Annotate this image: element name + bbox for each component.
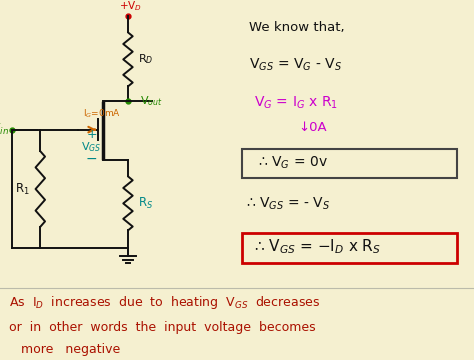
Text: ∴ V$_{GS}$ = −I$_D$ x R$_S$: ∴ V$_{GS}$ = −I$_D$ x R$_S$ xyxy=(254,237,381,256)
Text: R$_D$: R$_D$ xyxy=(138,53,154,66)
Text: V$_{out}$: V$_{out}$ xyxy=(140,94,163,108)
Text: We know that,: We know that, xyxy=(249,21,345,33)
Text: ↓0A: ↓0A xyxy=(299,121,327,134)
Text: R$_S$: R$_S$ xyxy=(138,196,154,211)
Text: or  in  other  words  the  input  voltage  becomes: or in other words the input voltage beco… xyxy=(9,321,316,334)
Text: V$_{GS}$: V$_{GS}$ xyxy=(81,140,102,154)
Text: +: + xyxy=(86,127,97,141)
Text: V$_{GS}$ = V$_G$ - V$_S$: V$_{GS}$ = V$_G$ - V$_S$ xyxy=(249,57,342,73)
Text: V$_G$ = I$_G$ x R$_1$: V$_G$ = I$_G$ x R$_1$ xyxy=(254,94,338,111)
Text: R$_1$: R$_1$ xyxy=(15,181,30,197)
Text: more   negative: more negative xyxy=(21,343,120,356)
Text: As  I$_D$  increases  due  to  heating  V$_{GS}$  decreases: As I$_D$ increases due to heating V$_{GS… xyxy=(9,294,320,311)
Bar xyxy=(242,233,457,263)
Text: −: − xyxy=(86,152,97,166)
Text: ∴ V$_G$ = 0v: ∴ V$_G$ = 0v xyxy=(258,154,328,171)
Text: ∴ V$_{GS}$ = - V$_S$: ∴ V$_{GS}$ = - V$_S$ xyxy=(246,195,331,212)
Text: +V$_D$: +V$_D$ xyxy=(119,0,142,13)
Bar xyxy=(242,149,457,178)
Text: I$_G$=0mA: I$_G$=0mA xyxy=(83,107,121,120)
Text: V$_{in}$: V$_{in}$ xyxy=(0,122,9,137)
